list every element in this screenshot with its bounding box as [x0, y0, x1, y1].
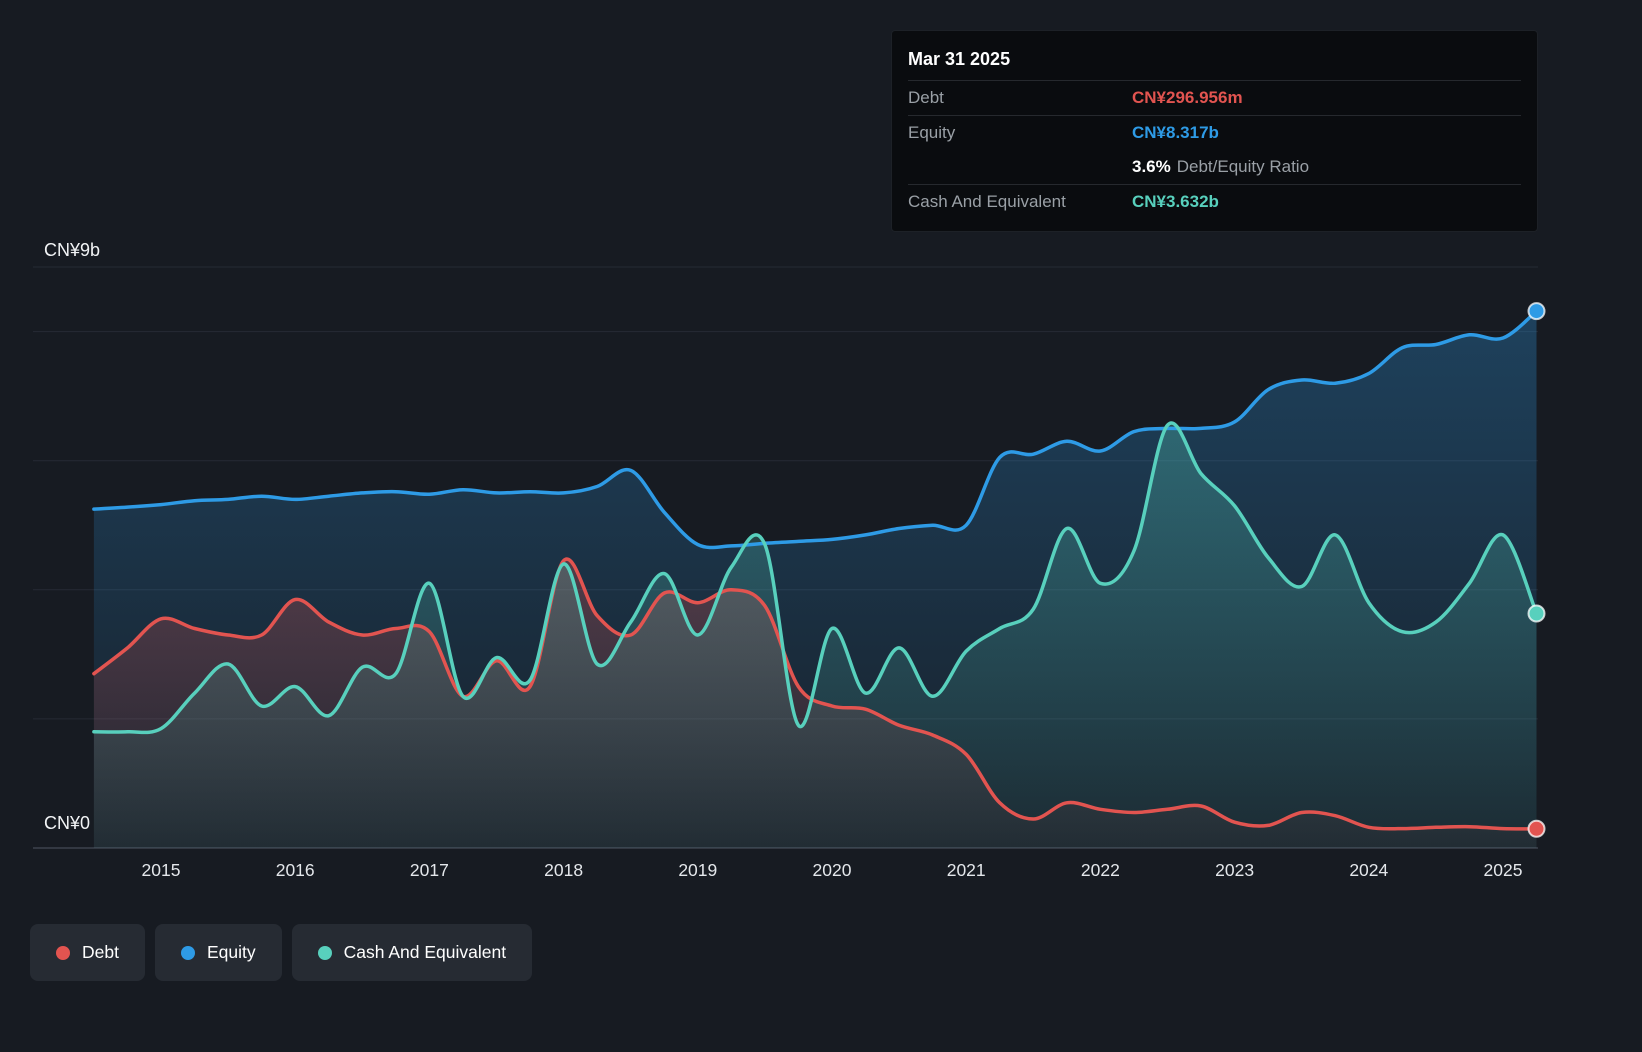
- tooltip-equity-label: Equity: [908, 123, 956, 142]
- chart-tooltip: Mar 31 2025 Debt CN¥296.956m Equity CN¥8…: [891, 30, 1538, 232]
- tooltip-ratio-value: 3.6% Debt/Equity Ratio: [1132, 157, 1310, 176]
- legend-debt-label: Debt: [82, 942, 119, 962]
- tooltip-row-ratio: 3.6% Debt/Equity Ratio: [908, 150, 1521, 184]
- tooltip-row-cash: Cash And Equivalent CN¥3.632b: [908, 184, 1521, 219]
- chart-legend: Debt Equity Cash And Equivalent: [30, 924, 533, 981]
- equity-legend-dot-icon: [180, 945, 195, 960]
- y-axis-label-zero: CN¥0: [44, 813, 91, 833]
- debt-line: [92, 557, 1539, 831]
- debt-end-dot: [1527, 819, 1546, 838]
- legend-item-equity[interactable]: Equity: [154, 924, 282, 981]
- tooltip-row-debt: Debt CN¥296.956m: [908, 80, 1521, 115]
- cash-legend-dot-icon: [317, 945, 332, 960]
- equity-end-dot: [1527, 302, 1546, 321]
- legend-item-cash[interactable]: Cash And Equivalent: [291, 924, 533, 981]
- tooltip-date: Mar 31 2025: [908, 49, 1011, 69]
- tooltip-cash-label: Cash And Equivalent: [908, 192, 1066, 211]
- tooltip-equity-value: CN¥8.317b: [1132, 123, 1219, 142]
- equity-line: [92, 309, 1539, 550]
- y-axis-label-max: CN¥9b: [44, 240, 101, 260]
- tooltip-debt-label: Debt: [908, 88, 944, 107]
- legend-cash-label: Cash And Equivalent: [343, 942, 507, 962]
- cash-and-equivalent-area: [93, 423, 1537, 848]
- legend-equity-label: Equity: [206, 942, 256, 962]
- cash-and-equivalent-end-dot: [1527, 604, 1546, 623]
- tooltip-cash-value: CN¥3.632b: [1132, 192, 1219, 211]
- legend-item-debt[interactable]: Debt: [30, 924, 145, 981]
- tooltip-row-equity: Equity CN¥8.317b: [908, 115, 1521, 150]
- cash-and-equivalent-line: [92, 421, 1539, 735]
- tooltip-debt-value: CN¥296.956m: [1132, 88, 1243, 107]
- debt-legend-dot-icon: [56, 945, 70, 960]
